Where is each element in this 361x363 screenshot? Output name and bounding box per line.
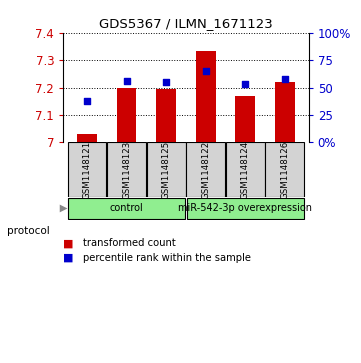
Bar xyxy=(117,87,136,142)
Point xyxy=(123,78,129,83)
Bar xyxy=(77,134,97,142)
Text: miR-542-3p overexpression: miR-542-3p overexpression xyxy=(178,204,312,213)
Text: GSM1148122: GSM1148122 xyxy=(201,141,210,199)
Text: GSM1148125: GSM1148125 xyxy=(162,141,171,199)
Bar xyxy=(196,50,216,142)
Bar xyxy=(156,89,176,142)
Bar xyxy=(275,82,295,142)
FancyBboxPatch shape xyxy=(265,142,304,197)
FancyBboxPatch shape xyxy=(226,142,265,197)
Bar xyxy=(235,96,255,142)
Point xyxy=(243,81,248,87)
FancyBboxPatch shape xyxy=(68,142,106,197)
Point xyxy=(203,68,209,73)
FancyBboxPatch shape xyxy=(68,198,185,219)
Point xyxy=(282,76,288,82)
Text: percentile rank within the sample: percentile rank within the sample xyxy=(83,253,251,263)
FancyBboxPatch shape xyxy=(147,142,186,197)
Text: transformed count: transformed count xyxy=(83,238,176,248)
Text: GSM1148124: GSM1148124 xyxy=(241,141,250,199)
Text: ■: ■ xyxy=(63,238,77,248)
Point xyxy=(84,98,90,104)
FancyBboxPatch shape xyxy=(107,142,146,197)
Title: GDS5367 / ILMN_1671123: GDS5367 / ILMN_1671123 xyxy=(99,17,273,30)
Text: control: control xyxy=(110,204,143,213)
Text: protocol: protocol xyxy=(7,225,50,236)
FancyBboxPatch shape xyxy=(186,142,225,197)
Text: GSM1148121: GSM1148121 xyxy=(82,141,91,199)
Text: ■: ■ xyxy=(63,253,77,263)
Text: GSM1148126: GSM1148126 xyxy=(280,141,290,199)
Text: GSM1148123: GSM1148123 xyxy=(122,141,131,199)
Point xyxy=(163,79,169,85)
FancyBboxPatch shape xyxy=(187,198,304,219)
